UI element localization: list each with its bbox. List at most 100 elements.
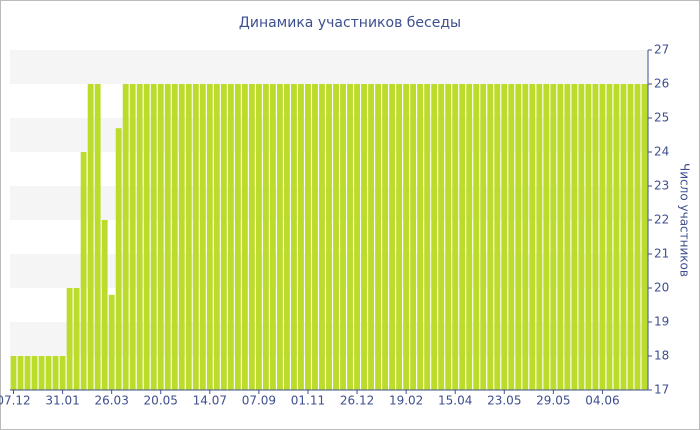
bar [543, 84, 550, 390]
bar [375, 84, 382, 390]
bar [403, 84, 410, 390]
bar [17, 356, 24, 390]
bar [241, 84, 248, 390]
bar [431, 84, 438, 390]
bar [585, 84, 592, 390]
bar [354, 84, 360, 390]
bar [319, 84, 325, 390]
bar [536, 84, 543, 390]
x-tick-label: 19.02 [389, 394, 423, 408]
bar [501, 84, 508, 390]
bar [52, 356, 59, 390]
x-tick-label: 07.12 [0, 394, 31, 408]
bar [627, 84, 634, 390]
bar [382, 84, 389, 390]
y-tick-label: 25 [654, 111, 669, 125]
bar [248, 84, 255, 390]
bar [220, 84, 227, 390]
bar [438, 84, 445, 390]
bar [326, 84, 332, 390]
bar [312, 84, 318, 390]
bar [550, 84, 557, 390]
x-tick-label: 23.05 [487, 394, 521, 408]
bar [592, 84, 599, 390]
bar [283, 84, 290, 390]
bar [94, 84, 101, 390]
bar [115, 128, 122, 390]
bar [487, 84, 494, 390]
x-tick-label: 20.05 [144, 394, 178, 408]
bar [305, 84, 311, 390]
chart-title: Динамика участников беседы [239, 15, 461, 31]
y-tick-label: 18 [654, 349, 669, 363]
bar [480, 84, 487, 390]
bar [45, 356, 52, 390]
y-tick-label: 24 [654, 145, 669, 159]
y-axis-label: Число участников [678, 163, 692, 277]
bar [150, 84, 157, 390]
bar [417, 84, 424, 390]
x-tick-label: 26.03 [94, 394, 128, 408]
bar [24, 356, 31, 390]
bar [613, 84, 620, 390]
bar [571, 84, 578, 390]
bar [269, 84, 276, 390]
bar [347, 84, 353, 390]
bar [276, 84, 283, 390]
bar [522, 84, 529, 390]
y-tick-label: 27 [654, 43, 669, 57]
bar [59, 356, 66, 390]
bar [564, 84, 571, 390]
bar [136, 84, 143, 390]
bar [213, 84, 220, 390]
bar [641, 84, 648, 390]
bar [143, 84, 150, 390]
bar [494, 84, 501, 390]
bar [87, 84, 94, 390]
bar [206, 84, 213, 390]
bar [508, 84, 515, 390]
bar [199, 84, 206, 390]
x-tick-label: 15.04 [438, 394, 472, 408]
x-tick-label: 04.06 [585, 394, 619, 408]
bar [599, 84, 606, 390]
bar [66, 288, 73, 390]
bar [73, 288, 80, 390]
bar [515, 84, 522, 390]
bar [227, 84, 234, 390]
bar [466, 84, 473, 390]
bar [101, 220, 108, 390]
bar [578, 84, 585, 390]
bar [164, 84, 171, 390]
bar [234, 84, 241, 390]
grid-band [10, 50, 648, 84]
y-tick-label: 21 [654, 247, 669, 261]
bar [129, 84, 136, 390]
y-tick-label: 22 [654, 213, 669, 227]
bar [192, 84, 199, 390]
bar [171, 84, 178, 390]
y-tick-label: 17 [654, 383, 669, 397]
x-tick-label: 14.07 [193, 394, 227, 408]
y-tick-label: 26 [654, 77, 669, 91]
bar [424, 84, 431, 390]
bar [178, 84, 185, 390]
bar [291, 84, 297, 390]
bar [340, 84, 346, 390]
bar [620, 84, 627, 390]
bar [108, 294, 115, 390]
bar [557, 84, 564, 390]
bar [262, 84, 269, 390]
x-tick-label: 01.11 [291, 394, 325, 408]
y-tick-label: 23 [654, 179, 669, 193]
x-tick-label: 29.05 [536, 394, 570, 408]
x-tick-label: 31.01 [45, 394, 79, 408]
y-tick-label: 20 [654, 281, 669, 295]
bar [410, 84, 417, 390]
bar [634, 84, 641, 390]
bar [185, 84, 192, 390]
bar [255, 84, 262, 390]
bar [473, 84, 480, 390]
bar [361, 84, 367, 390]
